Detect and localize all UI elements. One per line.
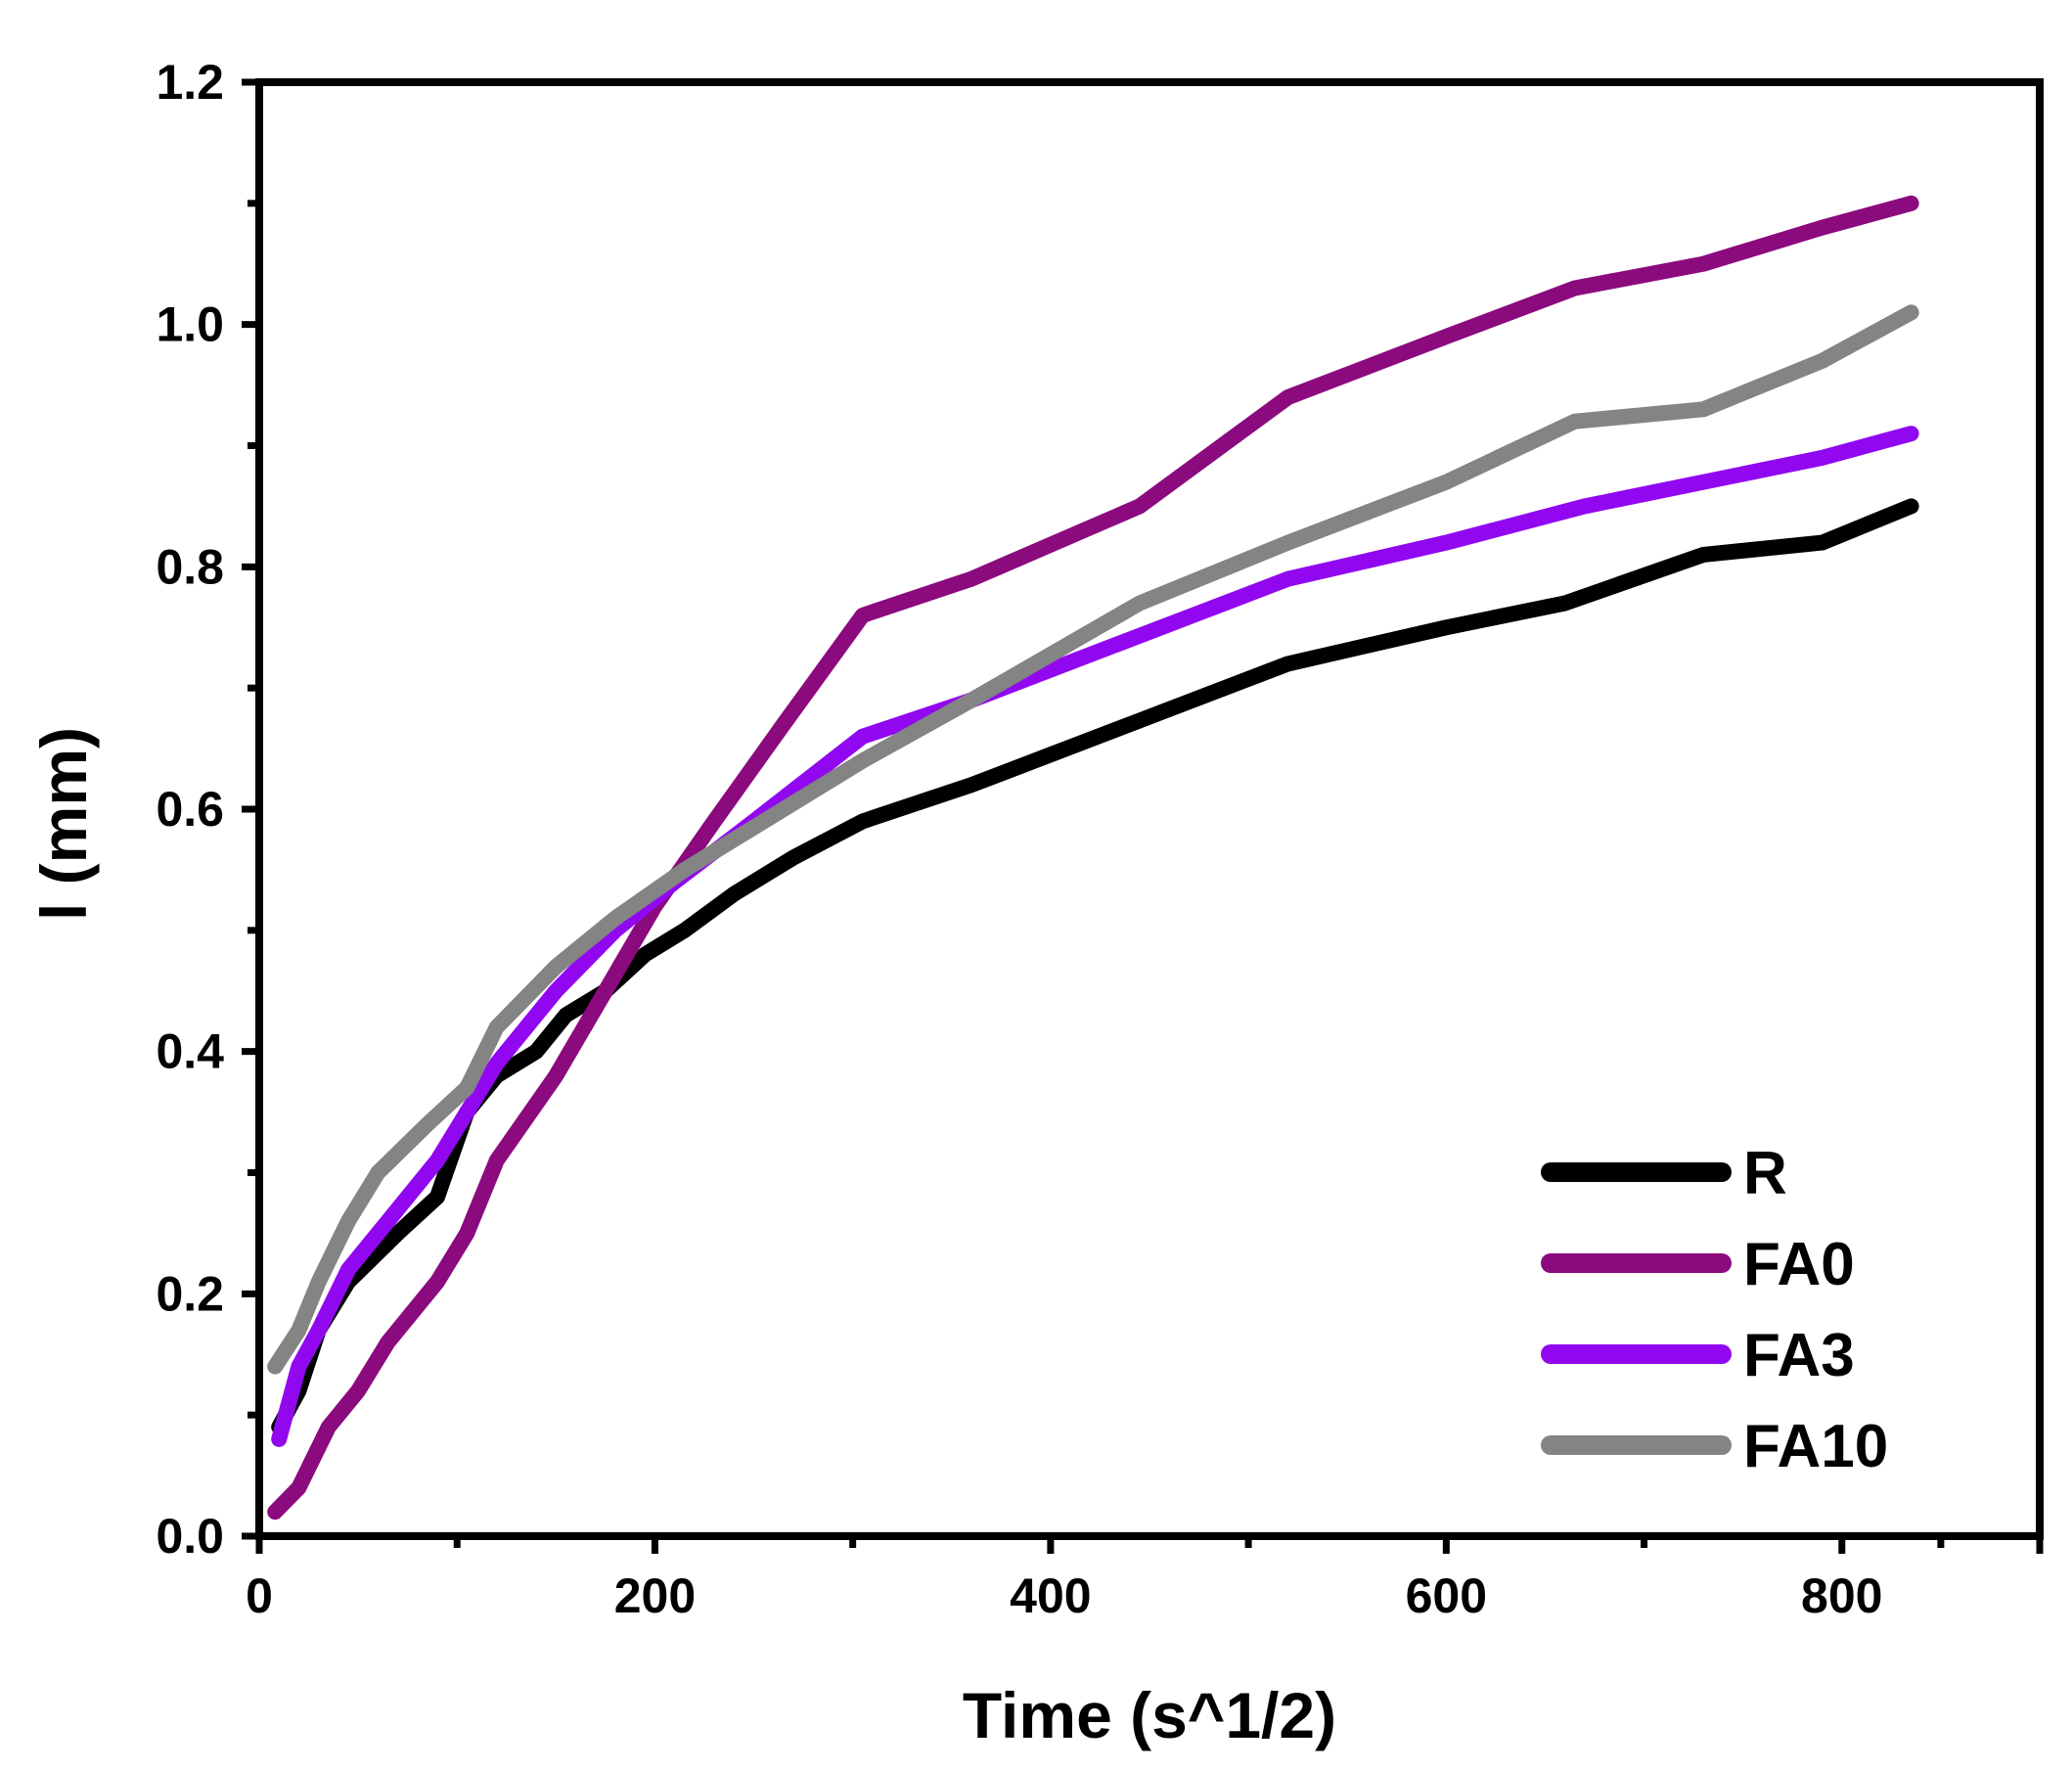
series-line-fa0 bbox=[267, 195, 1919, 1520]
x-tick-label: 800 bbox=[1801, 1568, 1882, 1623]
y-tick-labels: 0.0 0.2 0.4 0.6 0.8 1.0 1.2 bbox=[156, 55, 224, 1564]
legend-label-fa10: FA10 bbox=[1743, 1413, 1888, 1480]
y-tick-label: 0.6 bbox=[156, 782, 224, 837]
x-axis-title: Time (s^1/2) bbox=[963, 1679, 1336, 1751]
legend: R FA0 FA3 FA10 bbox=[1541, 1140, 1888, 1480]
x-tick-label: 0 bbox=[246, 1568, 273, 1623]
series-lines bbox=[267, 195, 1919, 1520]
x-tick-label: 600 bbox=[1406, 1568, 1487, 1623]
series-line-fa10 bbox=[267, 304, 1919, 1375]
y-tick-label: 0.2 bbox=[156, 1266, 224, 1321]
y-tick-label: 0.0 bbox=[156, 1509, 224, 1564]
legend-label-fa3: FA3 bbox=[1743, 1322, 1855, 1389]
series-line-r bbox=[271, 498, 1919, 1435]
y-tick-label: 0.8 bbox=[156, 539, 224, 594]
y-tick-label: 1.0 bbox=[156, 297, 224, 352]
y-tick-label: 0.4 bbox=[156, 1024, 224, 1079]
legend-label-r: R bbox=[1743, 1140, 1787, 1207]
x-tick-label: 200 bbox=[614, 1568, 696, 1623]
x-tick-labels: 0 200 400 600 800 bbox=[246, 1568, 1882, 1623]
plot-frame bbox=[255, 78, 2044, 1540]
y-axis-title: l (mm) bbox=[27, 727, 100, 921]
legend-label-fa0: FA0 bbox=[1743, 1231, 1855, 1298]
x-tick-label: 400 bbox=[1010, 1568, 1091, 1623]
series-line-fa3 bbox=[271, 426, 1919, 1447]
y-tick-label: 1.2 bbox=[156, 55, 224, 110]
